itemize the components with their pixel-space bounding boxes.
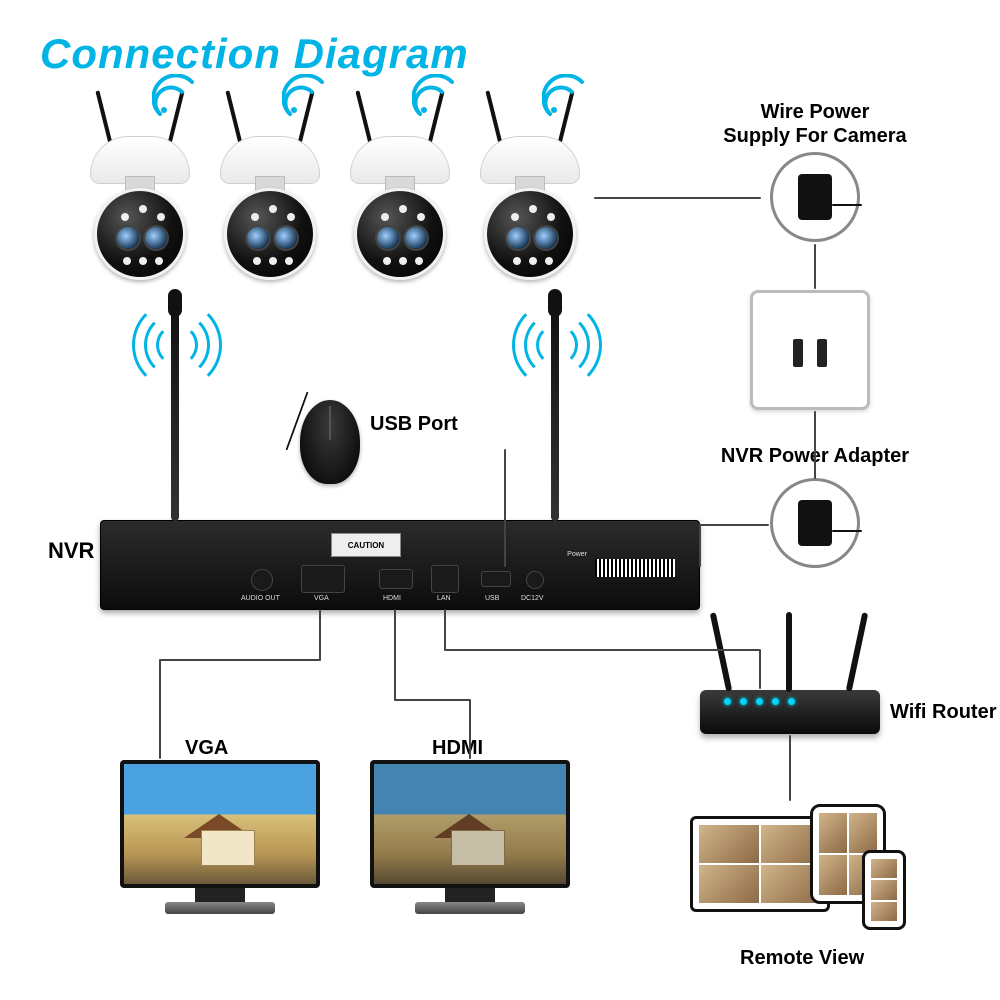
camera-2 <box>210 130 330 290</box>
label-remote-view: Remote View <box>740 946 864 970</box>
phone-icon <box>862 850 906 930</box>
camera-power-adapter-icon <box>770 152 860 242</box>
wifi-icon <box>542 74 592 124</box>
nvr-barcode <box>595 559 675 577</box>
usb-mouse-icon <box>300 400 360 484</box>
label-nvr-power: NVR Power Adapter <box>690 444 940 468</box>
laptop-icon <box>690 816 830 912</box>
nvr-audio-out-port <box>251 569 273 591</box>
remote-view-devices <box>690 800 910 940</box>
label-wifi-router: Wifi Router <box>890 700 996 724</box>
nvr-vga-port <box>301 565 345 593</box>
label-hdmi: HDMI <box>432 736 483 760</box>
wifi-router <box>700 690 880 734</box>
monitor-vga <box>120 760 320 920</box>
label-wire-power: Wire Power Supply For Camera <box>700 100 930 148</box>
camera-4 <box>470 130 590 290</box>
label-usb-port: USB Port <box>370 412 458 436</box>
wifi-icon <box>412 74 462 124</box>
nvr-power-adapter-icon <box>770 478 860 568</box>
diagram-title: Connection Diagram <box>40 30 469 78</box>
nvr-lan-port <box>431 565 459 593</box>
camera-1 <box>80 130 200 290</box>
wifi-icon <box>282 74 332 124</box>
monitor-hdmi <box>370 760 570 920</box>
camera-3 <box>340 130 460 290</box>
label-nvr: NVR <box>48 538 94 564</box>
nvr-usb-port <box>481 571 511 587</box>
wifi-icon <box>152 74 202 124</box>
nvr-hdmi-port <box>379 569 413 589</box>
wall-outlet-icon <box>750 290 870 410</box>
nvr-recorder: CAUTION AUDIO OUT VGA HDMI LAN USB DC12V… <box>100 520 700 610</box>
nvr-caution-sticker: CAUTION <box>331 533 401 557</box>
nvr-dc-port <box>526 571 544 589</box>
label-vga: VGA <box>185 736 228 760</box>
